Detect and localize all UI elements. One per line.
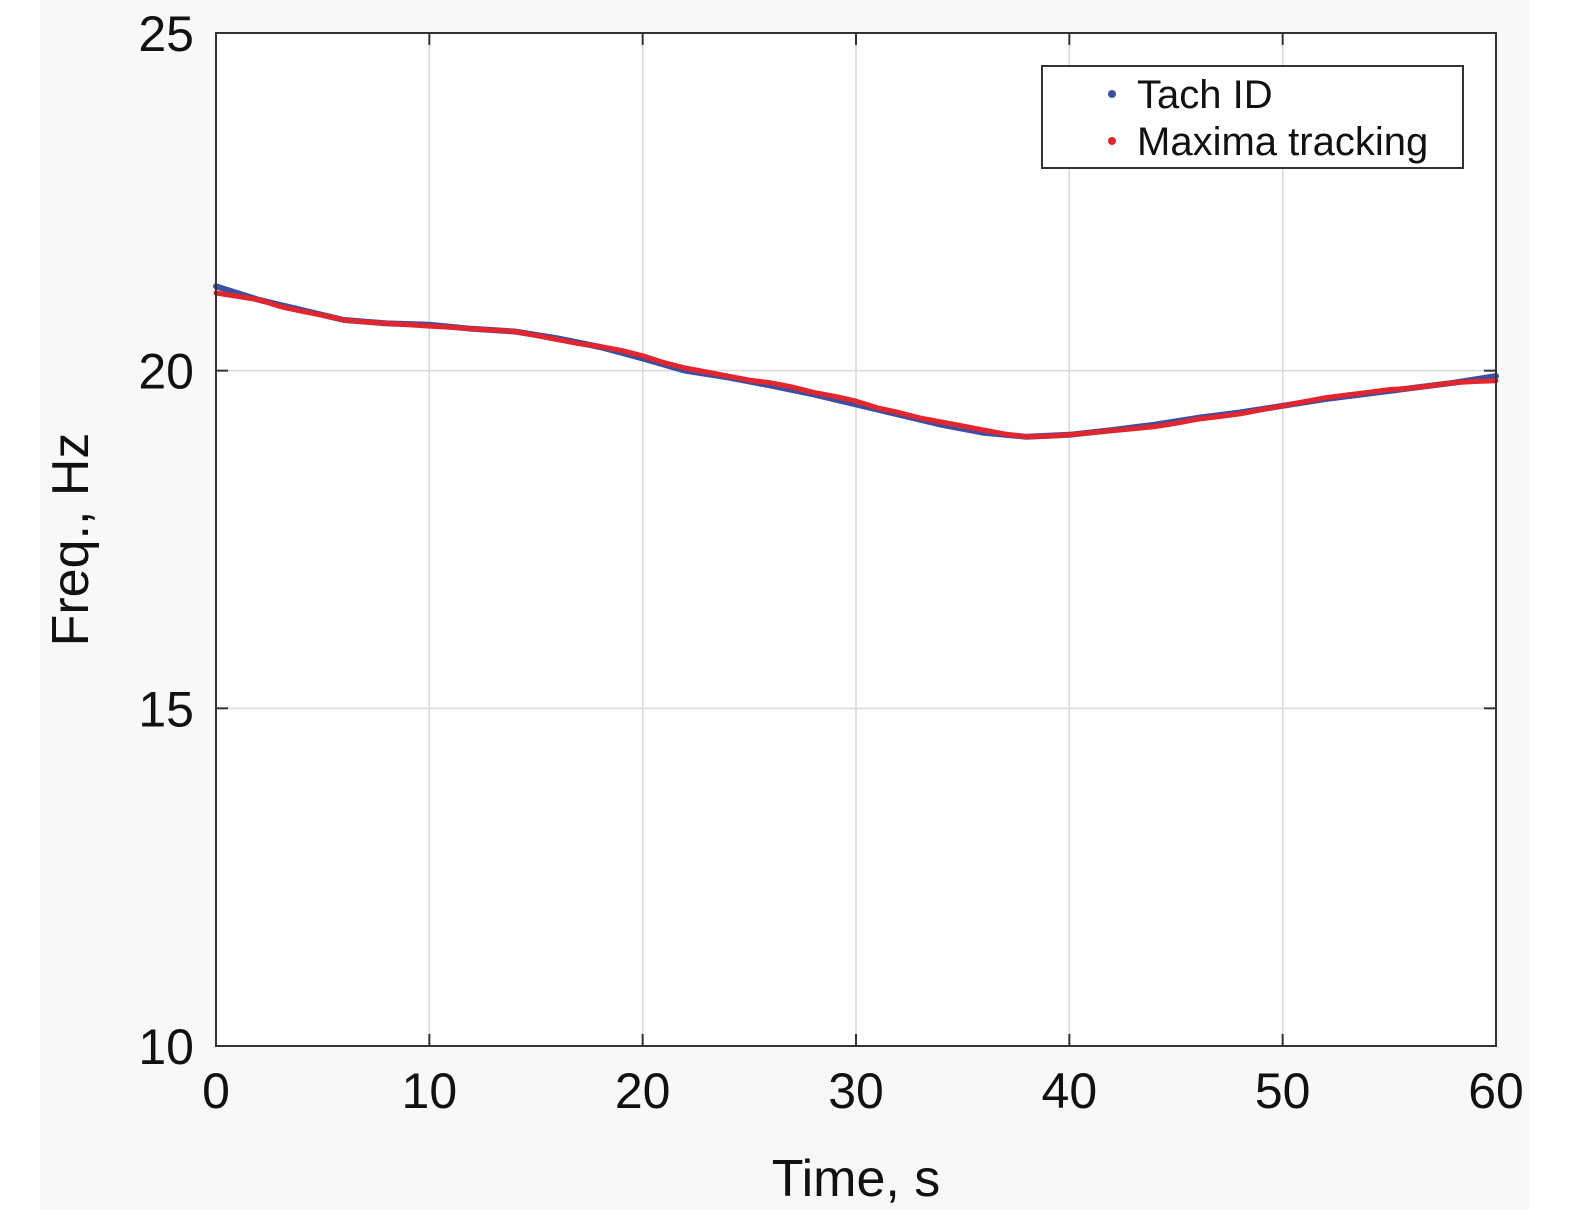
x-tick-label: 0 (202, 1063, 230, 1119)
y-tick-label: 20 (138, 344, 194, 400)
legend-box (1041, 65, 1464, 169)
x-tick-label: 30 (828, 1063, 884, 1119)
series-layer (213, 283, 1499, 440)
x-tick-label: 40 (1042, 1063, 1098, 1119)
y-tick-label: 15 (138, 681, 194, 737)
x-tick-label: 10 (402, 1063, 458, 1119)
legend-label-tach-id: Tach ID (1137, 73, 1273, 117)
x-axis-label: Time, s (772, 1150, 941, 1208)
y-tick-label: 10 (138, 1019, 194, 1075)
x-tick-label: 60 (1468, 1063, 1524, 1119)
series-line-maxima-tracking (213, 290, 1499, 440)
grid-lines (216, 33, 1496, 1046)
legend-label-maxima-tracking: Maxima tracking (1137, 120, 1428, 164)
y-tick-label: 25 (138, 6, 194, 62)
x-tick-label: 20 (615, 1063, 671, 1119)
x-tick-label: 50 (1255, 1063, 1311, 1119)
legend: Tach ID Maxima tracking (1041, 65, 1464, 169)
y-axis-label: Freq., Hz (42, 433, 100, 647)
legend-marker-maxima-tracking (1108, 137, 1116, 145)
legend-marker-tach-id (1108, 90, 1116, 98)
